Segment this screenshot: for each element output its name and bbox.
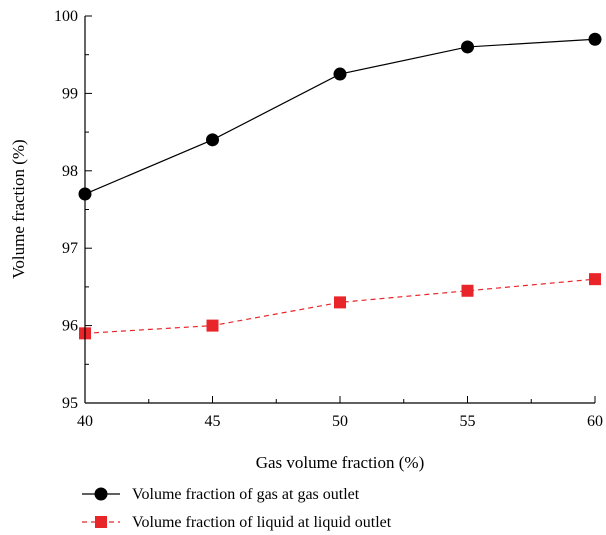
x-axis-title: Gas volume fraction (%) — [256, 453, 425, 472]
x-tick-label: 50 — [332, 413, 348, 430]
series-2-point — [206, 319, 219, 332]
series-line-1 — [84, 38, 596, 195]
y-tick-label: 100 — [54, 8, 78, 25]
y-tick-label: 95 — [62, 395, 78, 412]
x-tick-label: 55 — [460, 413, 476, 430]
legend: Volume fraction of gas at gas outlet Volu… — [82, 486, 392, 531]
plot-area — [78, 32, 602, 340]
series-1-point — [333, 67, 347, 81]
legend-label-1: Volume fraction of gas at gas outlet — [132, 486, 360, 503]
y-tick-label: 96 — [62, 318, 78, 335]
series-line-2 — [84, 278, 596, 334]
legend-marker-2 — [95, 516, 107, 528]
series-1-point — [206, 133, 219, 147]
y-tick-label: 99 — [62, 85, 78, 102]
series-2-point — [461, 284, 474, 297]
series-2-point — [589, 273, 601, 286]
x-tick-label: 40 — [77, 413, 93, 430]
y-axis-title: Volume fraction (%) — [9, 139, 28, 278]
series-2-point — [334, 296, 346, 309]
y-tick-label: 97 — [62, 240, 78, 257]
x-tick-label: 45 — [205, 413, 221, 430]
legend-marker-1 — [94, 487, 108, 501]
x-tick-label: 60 — [587, 413, 603, 430]
legend-label-2: Volume fraction of liquid at liquid outl… — [132, 514, 392, 531]
y-tick-label: 98 — [62, 163, 78, 180]
series-1-point — [461, 40, 474, 54]
axes: 95 96 97 98 99 100 40 45 50 55 60 — [54, 8, 603, 430]
series-1-point — [588, 32, 602, 46]
